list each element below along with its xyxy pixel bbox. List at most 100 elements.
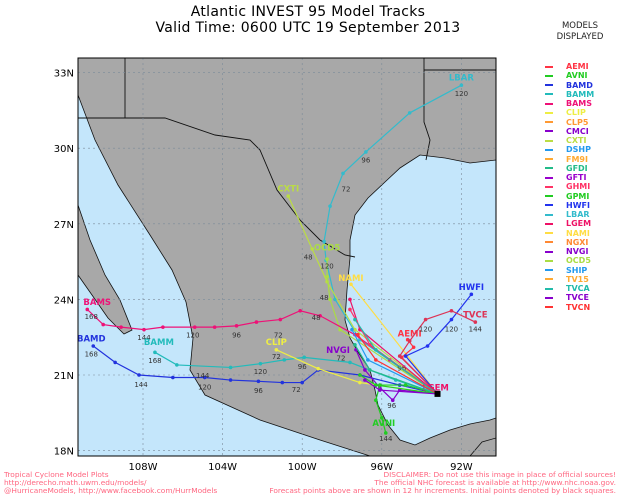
track-avni: 144 AVNI xyxy=(372,383,438,443)
legend-label: NGXI xyxy=(566,237,589,247)
track-point xyxy=(358,373,362,377)
track-point xyxy=(256,379,261,384)
lat-tick-label: 27N xyxy=(54,220,74,231)
legend-swatch xyxy=(545,121,553,124)
legend-label: HWFI xyxy=(566,200,590,210)
track-gfdi xyxy=(353,342,438,395)
track-line xyxy=(375,384,438,434)
forecast-hour-label: 48 xyxy=(320,294,329,302)
legend-heading: MODELS DISPLAYED xyxy=(540,21,620,43)
lat-tick-label: 30N xyxy=(54,144,74,155)
track-point xyxy=(407,111,412,115)
track-point xyxy=(137,373,141,377)
legend-item-cxti: CXTI xyxy=(545,136,594,145)
legend-label: SHIP xyxy=(566,265,588,275)
track-point xyxy=(212,325,217,329)
track-bams: 48 72 96 120 144 168 BAMS xyxy=(83,298,438,395)
track-point xyxy=(333,297,337,302)
track-point xyxy=(341,171,345,176)
legend-swatch xyxy=(545,167,553,170)
footer-link[interactable]: http://derecho.math.uwm.edu/models/ xyxy=(4,478,147,487)
legend-item-lgem: LGEM xyxy=(545,219,594,228)
track-dshp xyxy=(350,327,438,395)
track-hwfi: 120 HWFI xyxy=(403,283,484,395)
track-point xyxy=(363,368,367,372)
footer-left-line: Tropical Cyclone Model Plots xyxy=(4,470,109,479)
legend-item-ngxi: NGXI xyxy=(545,238,594,247)
track-ocd5: 120 48 OCD5 xyxy=(314,244,438,395)
track-point xyxy=(449,308,454,313)
footer-right-line: Forecast points above are shown in 12 hr… xyxy=(269,486,616,495)
track-point xyxy=(348,297,352,302)
track-point xyxy=(325,274,329,279)
footer-disclaimer: DISCLAIMER: Do not use this image in pla… xyxy=(269,471,616,495)
legend-label: CMCI xyxy=(566,126,589,136)
forecast-hour-label: 120 xyxy=(419,325,432,333)
forecast-hour-label: 144 xyxy=(137,334,151,342)
track-point xyxy=(353,327,357,332)
track-point xyxy=(380,416,384,420)
track-label: LBAR xyxy=(449,74,474,84)
legend-item-tvce: TVCE xyxy=(545,293,594,302)
track-label: BAMM xyxy=(144,338,174,348)
legend-item-gpmi: GPMI xyxy=(545,192,594,201)
legend-label: CXTI xyxy=(566,136,587,146)
track-label: BAMS xyxy=(83,298,111,308)
legend-label: GFTI xyxy=(566,173,587,183)
track-point xyxy=(364,150,368,154)
track-point xyxy=(411,345,416,350)
us-mexico-border xyxy=(78,117,356,258)
forecast-hour-label: 144 xyxy=(196,372,210,380)
track-point xyxy=(374,398,378,403)
track-point xyxy=(302,355,306,360)
legend-label: FM9I xyxy=(566,154,588,164)
legend-item-gfdi: GFDI xyxy=(545,164,594,173)
track-point xyxy=(403,354,408,358)
track-point xyxy=(202,375,207,380)
legend-swatch xyxy=(545,139,553,142)
track-point xyxy=(310,247,314,251)
legend-label: GHMI xyxy=(566,182,591,192)
track-point xyxy=(325,257,329,261)
track-point xyxy=(328,204,332,208)
track-point xyxy=(254,320,259,324)
legend-swatch xyxy=(545,306,553,309)
track-point xyxy=(353,317,357,322)
legend-item-cmci: CMCI xyxy=(545,127,594,136)
legend-label: BAMM xyxy=(566,89,595,99)
legend-swatch xyxy=(545,259,553,262)
track-cmci xyxy=(363,378,438,395)
forecast-hour-label: 120 xyxy=(445,325,458,333)
lat-tick-label: 33N xyxy=(54,69,74,80)
legend-label: TVCA xyxy=(566,284,590,294)
legend-label: OCD5 xyxy=(566,256,591,266)
track-point xyxy=(316,366,320,371)
yucatan-tip xyxy=(469,437,496,456)
forecast-hour-label: 120 xyxy=(455,90,468,98)
track-point xyxy=(328,297,332,302)
legend-label: AVNI xyxy=(566,71,588,81)
legend-swatch xyxy=(545,296,553,299)
footer-link[interactable]: @HurricaneModels, http://www.facebook.co… xyxy=(4,486,218,495)
lat-tick-label: 21N xyxy=(54,371,74,382)
track-point xyxy=(423,317,428,322)
forecast-hour-label: 168 xyxy=(148,357,161,365)
track-point xyxy=(348,307,352,312)
legend-swatch xyxy=(545,65,553,68)
legend-swatch xyxy=(545,176,553,179)
track-label: AEMI xyxy=(398,329,422,339)
track-point xyxy=(407,339,412,343)
lon-tick-label: 108W xyxy=(129,462,158,473)
track-point xyxy=(459,83,464,87)
track-point xyxy=(374,348,378,352)
forecast-hour-label: 96 xyxy=(254,387,263,395)
lat-tick-label: 24N xyxy=(54,295,74,306)
legend-item-bams: BAMS xyxy=(545,99,594,108)
legend-label: LGEM xyxy=(566,219,592,229)
legend-label: TVCN xyxy=(566,302,591,312)
track-point xyxy=(322,239,326,244)
legend-item-clip: CLIP xyxy=(545,108,594,117)
legend-swatch xyxy=(545,130,553,133)
forecast-hour-label: 72 xyxy=(342,186,351,194)
